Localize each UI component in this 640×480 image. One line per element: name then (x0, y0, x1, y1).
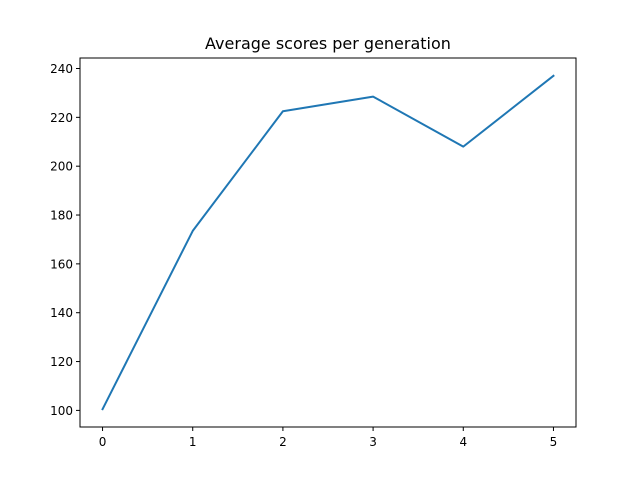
y-tick-label: 180 (50, 209, 73, 223)
chart-title: Average scores per generation (205, 34, 451, 53)
x-tick-label: 2 (279, 435, 287, 449)
y-tick-label: 200 (50, 160, 73, 174)
x-tick-label: 5 (550, 435, 558, 449)
y-tick-label: 220 (50, 111, 73, 125)
x-tick-label: 0 (99, 435, 107, 449)
y-tick-label: 120 (50, 355, 73, 369)
y-tick-label: 160 (50, 257, 73, 271)
y-tick-label: 240 (50, 62, 73, 76)
series-layer (101, 74, 555, 411)
x-tick-label: 1 (189, 435, 197, 449)
x-tick-label: 3 (369, 435, 377, 449)
x-axis: 0 1 2 3 4 5 (99, 427, 558, 449)
series-line-0 (101, 74, 555, 411)
y-axis: 100 120 140 160 180 200 220 240 (50, 62, 80, 418)
x-tick-label: 4 (459, 435, 467, 449)
y-tick-label: 140 (50, 306, 73, 320)
axes-frame (79, 57, 577, 428)
y-tick-label: 100 (50, 404, 73, 418)
